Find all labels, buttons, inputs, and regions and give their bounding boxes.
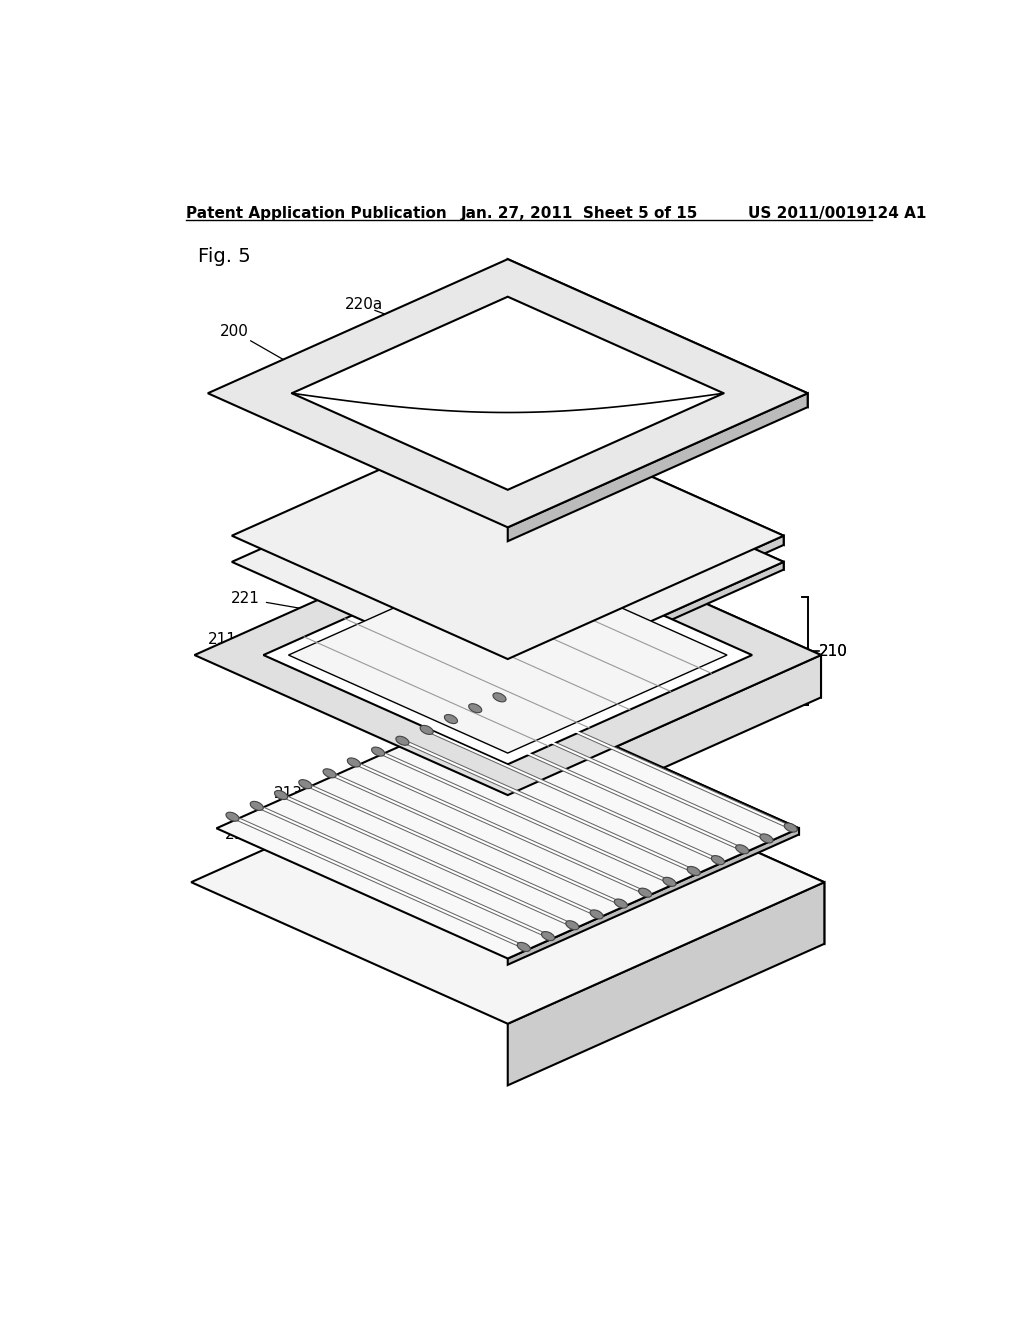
Text: 215: 215 — [225, 826, 254, 842]
Ellipse shape — [274, 791, 288, 800]
Text: Fig. 5: Fig. 5 — [198, 247, 251, 265]
Polygon shape — [191, 741, 824, 1024]
Text: 210: 210 — [819, 644, 848, 659]
Polygon shape — [508, 698, 799, 834]
Polygon shape — [508, 536, 783, 668]
Ellipse shape — [396, 737, 409, 746]
Text: 241: 241 — [258, 673, 287, 688]
Ellipse shape — [663, 878, 676, 886]
Text: b: b — [566, 404, 575, 418]
Ellipse shape — [542, 932, 555, 941]
Polygon shape — [508, 882, 824, 1085]
Ellipse shape — [323, 768, 336, 777]
Polygon shape — [289, 557, 727, 754]
Text: 220: 220 — [708, 414, 736, 429]
Ellipse shape — [299, 780, 312, 788]
Polygon shape — [508, 741, 824, 944]
Text: 231a: 231a — [430, 742, 469, 758]
Text: 222: 222 — [593, 684, 622, 698]
Ellipse shape — [565, 921, 579, 929]
Polygon shape — [508, 393, 808, 541]
Polygon shape — [216, 698, 799, 958]
Ellipse shape — [784, 824, 798, 832]
Ellipse shape — [372, 747, 385, 756]
Polygon shape — [508, 655, 821, 837]
Text: 231b: 231b — [469, 890, 508, 906]
Polygon shape — [195, 515, 821, 795]
Polygon shape — [508, 829, 799, 965]
Ellipse shape — [687, 866, 700, 875]
Text: 213: 213 — [273, 787, 303, 801]
Ellipse shape — [760, 834, 773, 843]
Ellipse shape — [444, 714, 458, 723]
Text: US 2011/0019124 A1: US 2011/0019124 A1 — [748, 206, 927, 222]
Text: Patent Application Publication: Patent Application Publication — [186, 206, 446, 222]
Ellipse shape — [590, 909, 603, 919]
Ellipse shape — [639, 888, 651, 898]
Polygon shape — [292, 297, 724, 490]
Text: 202: 202 — [438, 553, 467, 568]
Polygon shape — [263, 545, 752, 764]
Text: 200: 200 — [219, 325, 249, 339]
Text: 221: 221 — [231, 591, 260, 606]
Ellipse shape — [493, 693, 506, 702]
Text: 211: 211 — [208, 632, 237, 647]
Ellipse shape — [614, 899, 628, 908]
Ellipse shape — [712, 855, 725, 865]
Ellipse shape — [469, 704, 481, 713]
Text: 201: 201 — [349, 521, 378, 537]
Polygon shape — [231, 412, 783, 659]
Polygon shape — [508, 412, 783, 545]
Text: 210: 210 — [819, 644, 848, 659]
Ellipse shape — [420, 726, 433, 734]
Ellipse shape — [347, 758, 360, 767]
Text: Jan. 27, 2011  Sheet 5 of 15: Jan. 27, 2011 Sheet 5 of 15 — [461, 206, 698, 222]
Ellipse shape — [735, 845, 749, 854]
Polygon shape — [231, 438, 783, 685]
Ellipse shape — [226, 812, 239, 821]
Ellipse shape — [517, 942, 530, 952]
Polygon shape — [508, 259, 808, 407]
Polygon shape — [208, 259, 808, 528]
Polygon shape — [508, 562, 783, 693]
Polygon shape — [508, 438, 783, 570]
Polygon shape — [508, 515, 821, 697]
Ellipse shape — [250, 801, 263, 810]
Text: 220a: 220a — [345, 297, 383, 313]
